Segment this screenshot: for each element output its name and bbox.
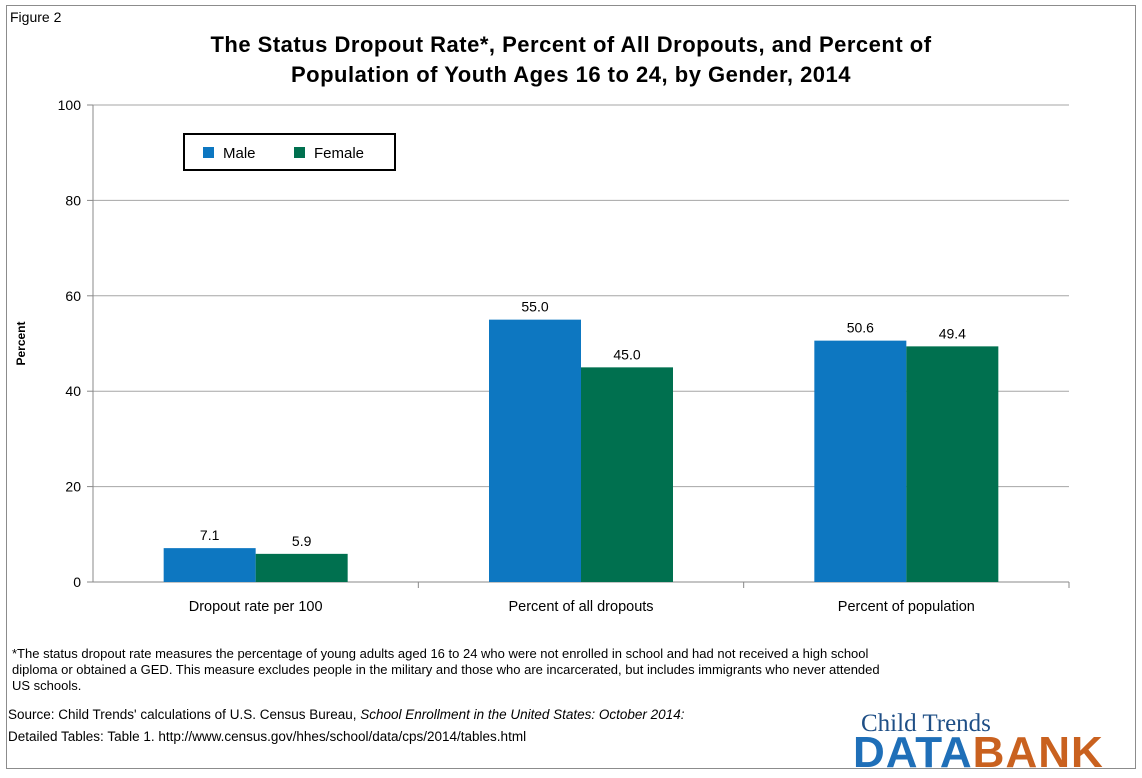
data-label: 5.9: [292, 533, 312, 549]
chart-title-line-2: Population of Youth Ages 16 to 24, by Ge…: [290, 62, 852, 87]
x-tick-label: Percent of population: [838, 599, 975, 615]
logo-data-text: DATA: [853, 728, 973, 777]
legend-box: [183, 133, 396, 171]
y-tick-label: 100: [58, 97, 82, 113]
bar-male: [489, 319, 581, 582]
source-title: School Enrollment in the United States: …: [360, 707, 685, 722]
y-tick-label: 60: [65, 288, 81, 304]
data-label: 55.0: [521, 299, 548, 315]
chart-title-line-1: The Status Dropout Rate*, Percent of All…: [210, 32, 932, 57]
data-label: 45.0: [613, 346, 640, 362]
bar-chart: 0 20 40 60 80 100 Percent 7.1 5.9 Dropout rate pe…: [14, 97, 1070, 615]
figure-label: Figure 2: [10, 9, 62, 25]
legend-label-female: Female: [314, 145, 364, 162]
source-prefix: Source: Child Trends' calculations of U.…: [8, 707, 361, 722]
legend-swatch-female: [294, 147, 305, 158]
data-label: 50.6: [847, 320, 874, 336]
y-tick-label: 80: [65, 192, 81, 208]
data-label: 7.1: [200, 527, 220, 543]
legend-swatch-male: [203, 147, 214, 158]
logo-bank-text: BANK: [972, 728, 1104, 777]
bar-female: [581, 367, 673, 582]
source-line-2: Detailed Tables: Table 1. http://www.cen…: [8, 729, 527, 744]
logo-databank: DATABANK: [853, 728, 1104, 778]
bar-male: [163, 548, 256, 582]
x-tick-label: Dropout rate per 100: [189, 599, 323, 615]
footnote: *The status dropout rate measures the pe…: [12, 646, 880, 693]
y-tick-label: 0: [73, 574, 81, 590]
bar-female: [255, 553, 348, 582]
bar-male: [814, 340, 907, 582]
source-line-1: Source: Child Trends' calculations of U.…: [8, 705, 684, 725]
y-tick-label: 40: [65, 383, 81, 399]
y-axis-label: Percent: [14, 321, 28, 365]
bar-female: [906, 346, 999, 582]
y-tick-label: 20: [65, 479, 81, 495]
figure-frame: [6, 5, 1136, 769]
x-tick-label: Percent of all dropouts: [508, 599, 653, 615]
data-label: 49.4: [939, 325, 966, 341]
legend-label-male: Male: [223, 145, 256, 162]
logo-child-trends: Child Trends: [861, 710, 991, 737]
